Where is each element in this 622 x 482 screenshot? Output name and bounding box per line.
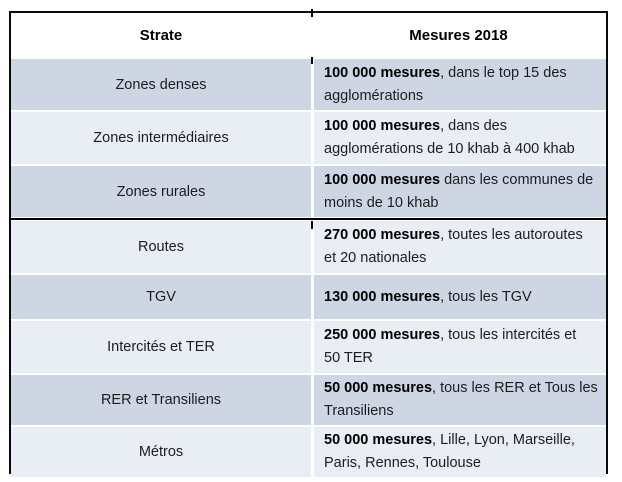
- table-row: Zones rurales 100 000 mesures dans les c…: [11, 164, 606, 217]
- strate-cell: Routes: [11, 221, 311, 273]
- strate-label: TGV: [146, 289, 176, 305]
- mesures-cell: 100 000 mesures, dans le top 15 des aggl…: [311, 59, 606, 110]
- mesures-text: 100 000 mesures, dans des agglomérations…: [324, 115, 575, 161]
- strate-cell: Intercités et TER: [11, 321, 311, 373]
- strate-label: Routes: [138, 239, 184, 255]
- column-divider-tick: [311, 9, 313, 17]
- strate-label: Métros: [138, 444, 184, 460]
- mesures-text: 270 000 mesures, toutes les autoroutes e…: [324, 224, 583, 270]
- section-divider: [11, 217, 606, 221]
- mesures-desc: , Lille, Lyon, Marseille, Paris, Rennes,…: [324, 432, 575, 471]
- header-strate: Strate: [11, 13, 311, 57]
- mesures-cell: 100 000 mesures dans les communes de moi…: [311, 166, 606, 217]
- mesures-count: 50 000 mesures: [324, 432, 433, 448]
- mesures-desc: , tous les intercités et 50 TER: [324, 327, 577, 366]
- strate-cell: Métros: [11, 427, 311, 477]
- mesures-count: 270 000 mesures: [324, 227, 441, 243]
- mesures-text: 100 000 mesures dans les communes de moi…: [324, 169, 593, 215]
- mesures-text: 100 000 mesures, dans le top 15 des aggl…: [324, 62, 567, 108]
- mesures-text: 130 000 mesures, tous les TGV: [324, 286, 532, 309]
- mesures-text: 50 000 mesures, tous les RER et Tous les…: [324, 377, 598, 423]
- column-divider-tick: [311, 57, 313, 64]
- strate-cell: RER et Transiliens: [11, 375, 311, 425]
- header-mesures-label: Mesures 2018: [409, 26, 508, 44]
- mesures-cell: 50 000 mesures, tous les RER et Tous les…: [311, 375, 606, 425]
- mesures-count: 100 000 mesures: [324, 171, 441, 188]
- mesures-count: 50 000 mesures: [324, 380, 433, 396]
- mesures-count: 100 000 mesures: [324, 64, 441, 81]
- mesures-desc: dans les communes de moins de 10 khab: [324, 171, 594, 211]
- mesures-cell: 270 000 mesures, toutes les autoroutes e…: [311, 221, 606, 273]
- table-row: TGV 130 000 mesures, tous les TGV: [11, 273, 606, 319]
- strate-label: Zones denses: [115, 76, 207, 93]
- table-row: Métros 50 000 mesures, Lille, Lyon, Mars…: [11, 425, 606, 477]
- table-header-row: Strate Mesures 2018: [11, 13, 606, 57]
- table-row: Zones denses 100 000 mesures, dans le to…: [11, 57, 606, 110]
- table-row: Routes 270 000 mesures, toutes les autor…: [11, 221, 606, 273]
- strate-label: RER et Transiliens: [100, 392, 222, 408]
- mesures-desc: , tous les TGV: [440, 288, 532, 305]
- strate-cell: TGV: [11, 275, 311, 319]
- mesures-cell: 50 000 mesures, Lille, Lyon, Marseille, …: [311, 427, 606, 477]
- table-row: RER et Transiliens 50 000 mesures, tous …: [11, 373, 606, 425]
- mesures-count: 100 000 mesures: [324, 118, 441, 134]
- mesures-desc: , tous les RER et Tous les Transiliens: [324, 380, 598, 419]
- mesures-count: 130 000 mesures: [324, 288, 441, 305]
- mesures-count: 250 000 mesures: [324, 327, 441, 343]
- column-divider-tick: [311, 221, 313, 229]
- strate-label: Zones rurales: [116, 183, 206, 200]
- measures-table: Strate Mesures 2018 Zones denses 100 000…: [9, 9, 608, 477]
- table-row: Intercités et TER 250 000 mesures, tous …: [11, 319, 606, 373]
- mesures-desc: , dans des agglomérations de 10 khab à 4…: [324, 118, 575, 157]
- mesures-cell: 100 000 mesures, dans des agglomérations…: [311, 112, 606, 164]
- strate-cell: Zones rurales: [11, 166, 311, 217]
- table-row: Zones intermédiaires 100 000 mesures, da…: [11, 110, 606, 164]
- strate-cell: Zones denses: [11, 59, 311, 110]
- mesures-cell: 130 000 mesures, tous les TGV: [311, 275, 606, 319]
- strate-label: Zones intermédiaires: [93, 130, 229, 146]
- strate-label: Intercités et TER: [107, 339, 215, 355]
- strate-cell: Zones intermédiaires: [11, 112, 311, 164]
- mesures-desc: , toutes les autoroutes et 20 nationales: [324, 227, 583, 266]
- header-strate-label: Strate: [139, 26, 183, 44]
- mesures-text: 250 000 mesures, tous les intercités et …: [324, 324, 576, 370]
- mesures-text: 50 000 mesures, Lille, Lyon, Marseille, …: [324, 429, 575, 475]
- mesures-desc: , dans le top 15 des agglomérations: [324, 64, 567, 104]
- mesures-cell: 250 000 mesures, tous les intercités et …: [311, 321, 606, 373]
- header-mesures: Mesures 2018: [311, 13, 606, 57]
